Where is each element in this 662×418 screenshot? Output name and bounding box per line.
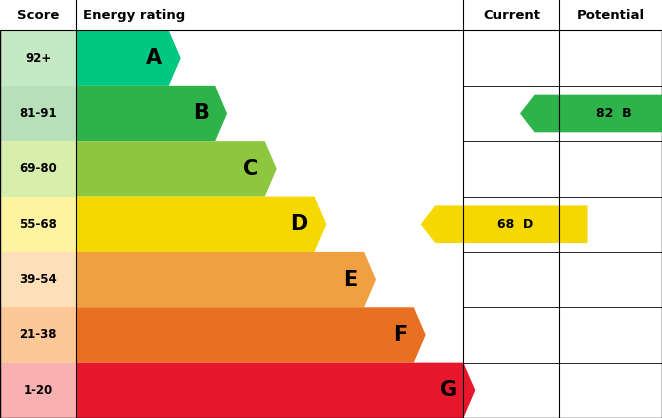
Text: G: G (440, 380, 457, 400)
Text: 68  D: 68 D (496, 218, 533, 231)
Bar (0, 363, 76, 418)
Polygon shape (76, 141, 277, 196)
Text: Current: Current (483, 9, 540, 22)
Polygon shape (420, 205, 587, 243)
Bar (0, 0, 662, 31)
Polygon shape (520, 94, 662, 133)
Text: 82  B: 82 B (596, 107, 632, 120)
Bar (0, 31, 76, 86)
Text: A: A (146, 48, 162, 68)
Text: F: F (393, 325, 407, 345)
Polygon shape (76, 307, 426, 363)
Text: 1-20: 1-20 (23, 384, 53, 397)
Text: D: D (291, 214, 308, 234)
Text: 39-54: 39-54 (19, 273, 57, 286)
Polygon shape (76, 363, 475, 418)
Bar (0, 307, 76, 363)
Text: Score: Score (17, 9, 60, 22)
Text: 21-38: 21-38 (19, 329, 57, 342)
Bar (0, 141, 76, 196)
Text: C: C (243, 159, 258, 179)
Text: E: E (343, 270, 357, 290)
Polygon shape (76, 31, 181, 86)
Text: B: B (193, 104, 209, 123)
Polygon shape (76, 86, 227, 141)
Text: 81-91: 81-91 (19, 107, 57, 120)
Text: 92+: 92+ (25, 52, 51, 65)
Polygon shape (76, 196, 326, 252)
Polygon shape (76, 252, 376, 307)
Text: Potential: Potential (577, 9, 645, 22)
Text: Energy rating: Energy rating (83, 9, 185, 22)
Text: 55-68: 55-68 (19, 218, 57, 231)
Bar (0, 196, 76, 252)
Bar (0, 86, 76, 141)
Text: 69-80: 69-80 (19, 162, 57, 176)
Bar (0, 252, 76, 307)
